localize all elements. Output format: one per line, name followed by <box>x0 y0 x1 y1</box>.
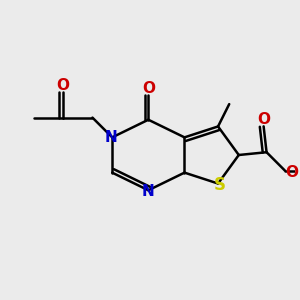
Text: S: S <box>214 176 226 194</box>
Text: N: N <box>142 184 155 199</box>
Text: O: O <box>257 112 270 128</box>
Text: O: O <box>142 81 155 96</box>
Text: O: O <box>57 78 70 93</box>
Text: O: O <box>286 165 299 180</box>
Text: N: N <box>104 130 117 145</box>
